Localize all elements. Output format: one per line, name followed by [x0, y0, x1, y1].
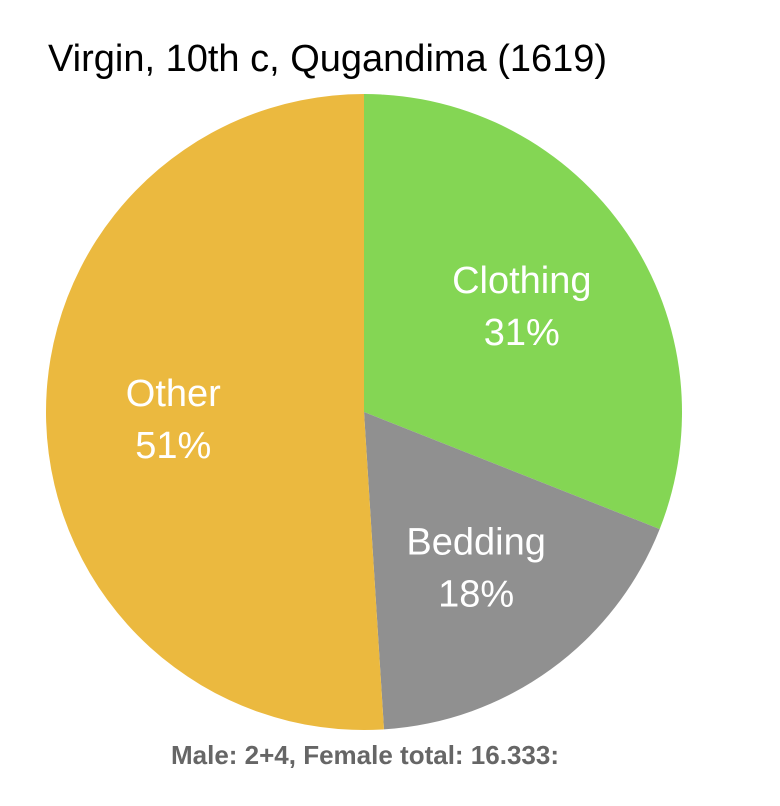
pie-chart: Clothing 31% Bedding 18% Other 51%	[45, 94, 682, 730]
slice-label-bedding: Bedding	[406, 521, 545, 563]
chart-note: Male: 2+4, Female total: 16.333:	[170, 740, 559, 770]
slice-value-clothing: 31%	[484, 312, 560, 354]
slice-value-bedding: 18%	[438, 573, 514, 615]
pie-labels: Clothing 31% Bedding 18% Other 51%	[126, 260, 592, 616]
slice-label-other: Other	[126, 373, 221, 415]
pie-slice-bedding	[364, 412, 660, 730]
chart-title: Virgin, 10th c, Qugandima (1619)	[48, 38, 608, 80]
pie-slices	[45, 94, 682, 730]
slice-value-other: 51%	[135, 425, 211, 467]
slice-label-clothing: Clothing	[452, 260, 591, 302]
pie-slice-other	[45, 94, 384, 730]
pie-slice-clothing	[364, 94, 682, 530]
